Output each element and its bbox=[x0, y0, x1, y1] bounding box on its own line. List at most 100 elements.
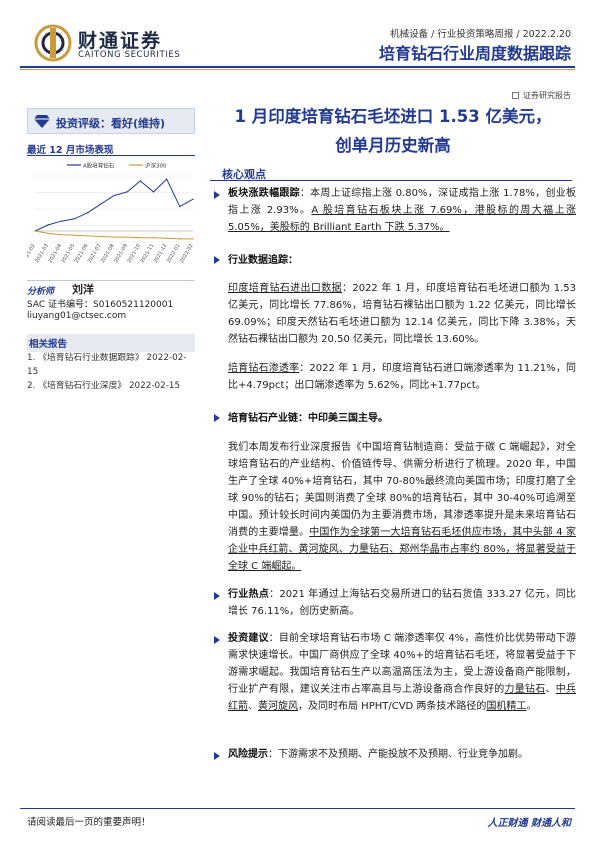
data-point bbox=[139, 237, 141, 239]
sector-performance-head: 板块涨跌幅跟踪 bbox=[228, 188, 300, 199]
data-point bbox=[73, 218, 76, 220]
bullet-icon bbox=[214, 414, 220, 422]
data-point bbox=[87, 235, 89, 237]
related-reports-title: 相关报告 bbox=[27, 334, 195, 352]
analyst-label: 分析师 bbox=[27, 287, 55, 297]
industry-chain-text-b: 中国作为全球第一大培育钻石毛坯供应市场，其中头部 4 家企业中兵红箭、黄河旋风、… bbox=[228, 527, 576, 572]
bullet-icon bbox=[214, 636, 220, 644]
legend-label: 沪深300 bbox=[145, 162, 167, 170]
logo-mark-icon bbox=[34, 24, 72, 62]
core-view-divider bbox=[210, 180, 572, 181]
data-point bbox=[60, 220, 62, 222]
header-divider bbox=[20, 66, 575, 68]
analyst-name: 刘洋 bbox=[72, 283, 94, 296]
separator: 、 bbox=[248, 701, 258, 712]
core-view-heading: 核心观点 bbox=[222, 168, 266, 181]
india-trade-text: ：2022 年 1 月，印度培育钻石毛坯进口额为 1.53 亿美元，同比增长 7… bbox=[228, 283, 577, 345]
sector-performance-paragraph: 板块涨跌幅跟踪：本周上证综指上涨 0.80%，深证成指上涨 1.78%，创业板指… bbox=[228, 185, 576, 236]
investment-advice-end: 。 bbox=[526, 701, 537, 712]
risk-warning-paragraph: 风险提示：下游需求不及预期、产能投放不及预期、行业竞争加剧。 bbox=[228, 746, 576, 763]
bullet-icon bbox=[214, 191, 220, 199]
data-point bbox=[100, 203, 102, 205]
data-point bbox=[192, 238, 194, 240]
sector-performance-text-a: ：本周上证综指上涨 0.80%，深证成指上涨 1.78%，创业板指上涨 2.93… bbox=[228, 188, 576, 216]
legend-label: A股培育钻石 bbox=[83, 162, 115, 170]
report-type-label: 证券研究报告 bbox=[523, 91, 571, 100]
company-logo: 财通证券 CAITONG SECURITIES bbox=[34, 22, 184, 66]
company-zhongbing: 中兵红箭 bbox=[228, 684, 577, 712]
data-point bbox=[113, 236, 115, 238]
investment-rating: 投资评级：看好(维持) bbox=[27, 108, 195, 134]
report-title-line2: 创单月历史新高 bbox=[335, 136, 451, 155]
company-huanghe: 黄河旋风 bbox=[258, 701, 298, 712]
related-report-item[interactable]: 2. 《培育钻石行业深度》 2022-02-15 bbox=[27, 381, 181, 391]
report-type-tag: 证券研究报告 bbox=[512, 90, 571, 101]
risk-warning-head: 风险提示 bbox=[228, 749, 268, 760]
data-point bbox=[179, 205, 181, 208]
square-icon bbox=[512, 92, 519, 99]
industry-hotspot-text: ：2021 年通过上海钻石交易所进口的钻石货值 333.27 亿元，同比增长 7… bbox=[228, 589, 576, 617]
data-point bbox=[126, 191, 128, 193]
data-point bbox=[87, 212, 89, 214]
industry-hotspot-head: 行业热点 bbox=[228, 589, 270, 600]
industry-chain-paragraph: 我们本周发布行业深度报告《中国培育钻制造商：受益于碳 C 端崛起》，对全球培育钻… bbox=[228, 439, 576, 575]
data-point bbox=[34, 230, 36, 232]
data-point bbox=[166, 237, 168, 239]
diamond-icon bbox=[34, 115, 50, 128]
report-title-line1: 1 月印度培育钻石毛坯进口 1.53 亿美元， bbox=[234, 107, 552, 126]
analyst-email[interactable]: liuyang01@ctsec.com bbox=[27, 311, 127, 321]
penetration-paragraph: 培育钻石渗透率：2022 年 1 月，印度培育钻石进口端渗透率为 11.21%，… bbox=[228, 360, 576, 394]
industry-chain-heading: 培育钻石产业链：中印美三国主导。 bbox=[228, 413, 388, 424]
market-performance-divider bbox=[27, 155, 195, 156]
series-line bbox=[34, 178, 194, 232]
penetration-text: ：2022 年 1 月，印度培育钻石进口端渗透率为 11.21%，同比+4.79… bbox=[228, 363, 577, 391]
data-point bbox=[73, 234, 76, 236]
separator: 、 bbox=[545, 684, 556, 695]
data-point bbox=[179, 238, 181, 240]
series-line bbox=[34, 230, 193, 240]
footer-divider bbox=[20, 808, 575, 809]
company-slogan: 人正财通 财通人和 bbox=[487, 818, 571, 829]
logo-chinese-name: 财通证券 bbox=[78, 30, 163, 52]
data-point bbox=[47, 232, 49, 235]
investment-advice-text-a: ：目前全球培育钻石市场 C 端渗透率仅 4%，高性价比优势带动下游需求快速增长。… bbox=[228, 633, 577, 695]
investment-advice-head: 投资建议 bbox=[228, 633, 269, 644]
bullet-icon bbox=[214, 592, 220, 600]
bullet-icon bbox=[214, 752, 220, 760]
india-trade-head: 印度培育钻石进出口数据 bbox=[228, 283, 342, 294]
data-point bbox=[152, 191, 155, 193]
industry-hotspot-paragraph: 行业热点：2021 年通过上海钻石交易所进口的钻石货值 333.27 亿元，同比… bbox=[228, 586, 576, 620]
report-category: 机械设备 / 行业投资策略周报 / 2022.2.20 bbox=[390, 29, 571, 40]
india-trade-paragraph: 印度培育钻石进出口数据：2022 年 1 月，印度培育钻石毛坯进口额为 1.53… bbox=[228, 280, 576, 348]
related-report-item[interactable]: 1. 《培育钻石行业数据跟踪》 2022-02-15 bbox=[27, 353, 187, 377]
rating-text: 投资评级：看好(维持) bbox=[56, 117, 166, 130]
analyst-sac-number: SAC 证书编号：S0160521120001 bbox=[27, 300, 174, 310]
x-tick-label: 2021-02 bbox=[27, 243, 37, 264]
disclaimer-notice: 请阅读最后一页的重要声明！ bbox=[27, 817, 151, 828]
sector-performance-text-b: A 股培育钻石板块上涨 7.69%，港股标的周大福上涨 5.05%，美股标的 B… bbox=[228, 205, 577, 233]
data-point bbox=[192, 198, 194, 200]
data-point bbox=[152, 237, 155, 239]
industry-data-heading: 行业数据追踪： bbox=[228, 255, 298, 266]
bullet-icon bbox=[214, 256, 220, 264]
header-divider-accent bbox=[20, 69, 575, 70]
investment-advice-paragraph: 投资建议：目前全球培育钻石市场 C 端渗透率仅 4%，高性价比优势带动下游需求快… bbox=[228, 630, 576, 715]
logo-english-name: CAITONG SECURITIES bbox=[78, 50, 181, 60]
penetration-head: 培育钻石渗透率 bbox=[228, 363, 300, 374]
report-series-title: 培育钻石行业周度数据跟踪 bbox=[378, 44, 571, 63]
data-point bbox=[139, 180, 141, 182]
data-point bbox=[166, 178, 168, 180]
data-point bbox=[113, 194, 115, 197]
industry-chain-text-a: 我们本周发布行业深度报告《中国培育钻制造商：受益于碳 C 端崛起》，对全球培育钻… bbox=[228, 442, 576, 538]
data-point bbox=[60, 234, 62, 236]
data-point bbox=[47, 224, 49, 226]
investment-advice-text-b: ，及同时布局 HPHT/CVD 两条技术路径的 bbox=[298, 701, 487, 712]
company-power-diamond: 力量钻石 bbox=[504, 684, 546, 695]
data-point bbox=[100, 235, 102, 238]
company-guoji: 国机精工 bbox=[486, 701, 527, 712]
data-point bbox=[126, 236, 128, 238]
risk-warning-text: ：下游需求不及预期、产能投放不及预期、行业竞争加剧。 bbox=[268, 749, 528, 760]
analyst-divider bbox=[27, 280, 195, 281]
market-performance-title: 最近 12 月市场表现 bbox=[27, 145, 114, 156]
market-performance-chart: A股培育钻石 沪深300 2021-022021-032021-042021-05… bbox=[27, 162, 195, 265]
